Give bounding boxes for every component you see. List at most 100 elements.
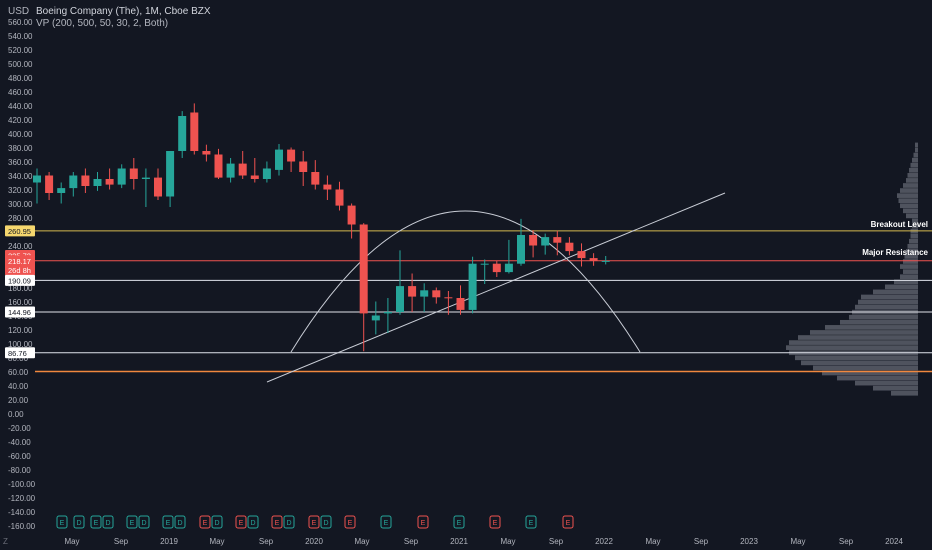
candle-body[interactable] bbox=[359, 224, 368, 314]
candle-body[interactable] bbox=[456, 298, 465, 310]
candle-body[interactable] bbox=[178, 116, 187, 151]
candle-body[interactable] bbox=[541, 237, 550, 246]
candle-body[interactable] bbox=[396, 286, 404, 312]
candle-body[interactable] bbox=[117, 168, 126, 185]
candle-body[interactable] bbox=[601, 260, 610, 262]
event-marker[interactable] bbox=[308, 515, 320, 529]
candle-body[interactable] bbox=[432, 290, 441, 298]
symbol-title[interactable]: Boeing Company (The), 1M, Cboe BZX bbox=[36, 6, 211, 17]
candle-body[interactable] bbox=[45, 175, 54, 194]
candle-body[interactable] bbox=[33, 175, 41, 183]
event-marker[interactable] bbox=[199, 515, 211, 529]
price-tag bbox=[5, 347, 35, 359]
event-marker[interactable] bbox=[489, 515, 501, 529]
x-axis-tick-label: 2019 bbox=[160, 537, 178, 546]
candle-body[interactable] bbox=[141, 177, 150, 179]
candle-body[interactable] bbox=[529, 235, 538, 246]
candle-body[interactable] bbox=[347, 205, 356, 225]
candle-body[interactable] bbox=[565, 242, 574, 252]
candle-body[interactable] bbox=[468, 263, 477, 310]
arc-drawing[interactable] bbox=[290, 210, 641, 353]
candle-body[interactable] bbox=[166, 151, 175, 197]
event-marker[interactable] bbox=[174, 515, 186, 529]
candle-body[interactable] bbox=[190, 112, 199, 152]
y-axis-tick-label: 360.00 bbox=[8, 158, 33, 167]
price-tag bbox=[5, 306, 35, 318]
volume-profile-bar bbox=[912, 223, 918, 229]
event-marker[interactable] bbox=[380, 515, 392, 529]
candle-body[interactable] bbox=[299, 161, 308, 173]
trend-line-drawing[interactable] bbox=[266, 192, 726, 383]
candle-body[interactable] bbox=[504, 263, 513, 273]
event-marker[interactable] bbox=[320, 515, 332, 529]
candle-body[interactable] bbox=[589, 258, 598, 261]
candle-body[interactable] bbox=[577, 251, 586, 259]
event-marker[interactable] bbox=[562, 515, 574, 529]
event-marker[interactable] bbox=[138, 515, 150, 529]
event-marker[interactable] bbox=[102, 515, 114, 529]
event-marker[interactable] bbox=[235, 515, 247, 529]
event-marker[interactable] bbox=[211, 515, 223, 529]
volume-profile-bar bbox=[910, 233, 918, 239]
event-marker[interactable] bbox=[73, 515, 85, 529]
candle-body[interactable] bbox=[81, 175, 90, 187]
candle-body[interactable] bbox=[492, 263, 501, 273]
candle-body[interactable] bbox=[444, 297, 453, 299]
event-marker[interactable] bbox=[247, 515, 259, 529]
candle-body[interactable] bbox=[69, 175, 78, 189]
candle-body[interactable] bbox=[154, 177, 162, 197]
event-marker-label: E bbox=[348, 520, 353, 527]
candle-body[interactable] bbox=[93, 179, 102, 186]
volume-profile-bar bbox=[813, 365, 918, 371]
volume-profile-bar bbox=[801, 360, 918, 366]
candle-body[interactable] bbox=[262, 168, 271, 180]
indicator-label[interactable]: VP (200, 500, 50, 30, 2, Both) bbox=[36, 18, 169, 29]
x-axis-corner: Z bbox=[3, 537, 8, 546]
event-marker-label: E bbox=[239, 520, 244, 527]
event-marker[interactable] bbox=[90, 515, 102, 529]
event-marker-label: D bbox=[286, 520, 291, 527]
y-axis-tick-label: 100.00 bbox=[8, 340, 33, 349]
candle-body[interactable] bbox=[214, 154, 223, 178]
candle-body[interactable] bbox=[335, 189, 344, 206]
candle-body[interactable] bbox=[420, 290, 429, 297]
candle-body[interactable] bbox=[517, 235, 525, 264]
candle-body[interactable] bbox=[202, 151, 211, 155]
event-marker-label: E bbox=[275, 520, 280, 527]
candle-body[interactable] bbox=[408, 286, 417, 297]
candle-body[interactable] bbox=[226, 163, 235, 178]
candle-body[interactable] bbox=[480, 263, 489, 265]
event-marker[interactable] bbox=[525, 515, 537, 529]
volume-profile-bar bbox=[906, 178, 918, 183]
event-marker[interactable] bbox=[417, 515, 429, 529]
candle-body[interactable] bbox=[57, 188, 66, 193]
event-marker[interactable] bbox=[56, 515, 68, 529]
candle-body[interactable] bbox=[129, 168, 138, 180]
event-marker-label: E bbox=[94, 520, 99, 527]
event-marker[interactable] bbox=[126, 515, 138, 529]
candle-body[interactable] bbox=[311, 172, 320, 185]
candle-body[interactable] bbox=[238, 163, 247, 176]
candle-body[interactable] bbox=[105, 179, 114, 185]
event-marker[interactable] bbox=[271, 515, 283, 529]
event-marker[interactable] bbox=[283, 515, 295, 529]
candle-body[interactable] bbox=[553, 237, 562, 243]
volume-profile-bar bbox=[900, 203, 918, 209]
candle-body[interactable] bbox=[371, 315, 380, 321]
event-marker[interactable] bbox=[162, 515, 174, 529]
volume-profile-bar bbox=[849, 314, 918, 320]
candle-body[interactable] bbox=[323, 184, 332, 190]
y-axis-tick-label: 320.00 bbox=[8, 186, 33, 195]
candle-body[interactable] bbox=[275, 149, 283, 170]
y-axis-tick-label: -160.00 bbox=[8, 522, 36, 531]
candle-body[interactable] bbox=[287, 149, 296, 162]
candle-body[interactable] bbox=[383, 312, 392, 314]
breakout-level-label: Breakout Level bbox=[871, 220, 928, 229]
candle-body[interactable] bbox=[250, 175, 259, 180]
event-marker[interactable] bbox=[344, 515, 356, 529]
x-axis-tick-label: May bbox=[790, 537, 805, 546]
event-marker[interactable] bbox=[453, 515, 465, 529]
volume-profile-bar bbox=[786, 345, 918, 350]
